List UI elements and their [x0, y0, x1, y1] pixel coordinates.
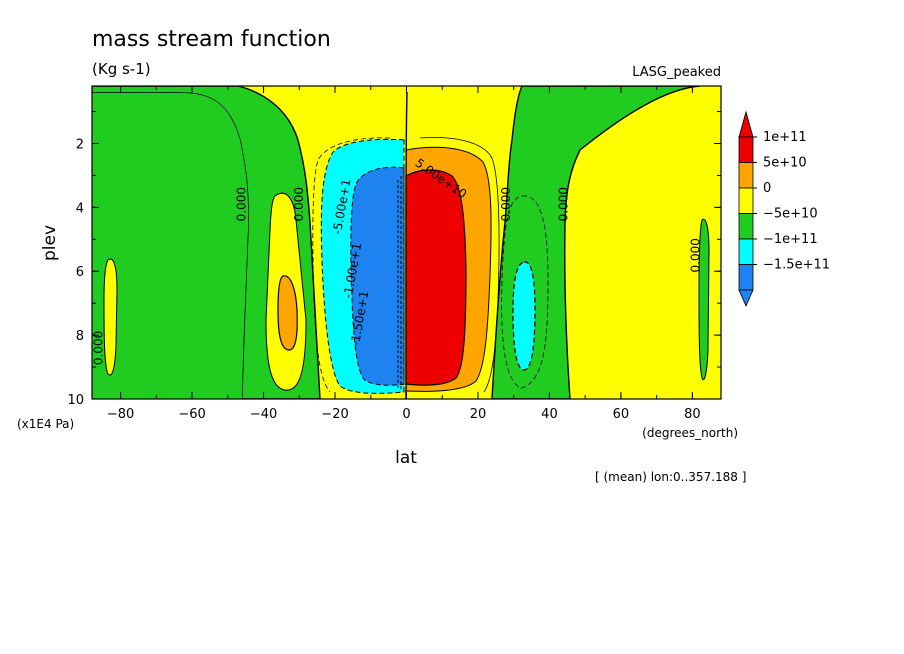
contour-line-north-outer	[419, 137, 500, 393]
x-tick-label: 80	[684, 407, 701, 422]
x-tick-label: −80	[107, 407, 134, 422]
dataset-label: LASG_peaked	[632, 65, 721, 80]
contour-line-south-outer	[312, 137, 391, 393]
colorbar-swatch	[738, 162, 754, 189]
contour-label: 0.000	[689, 238, 703, 272]
colorbar-swatch	[738, 264, 754, 291]
y-tick-label: 6	[76, 265, 84, 280]
y-axis-units: (x1E4 Pa)	[17, 417, 74, 431]
chart-units: (Kg s-1)	[92, 60, 151, 78]
contour-label: 0.000	[499, 187, 513, 221]
contour-label: 0.000	[92, 331, 106, 365]
x-axis-units: (degrees_north)	[642, 426, 738, 440]
region-green-north	[491, 86, 701, 399]
colorbar-swatch	[738, 238, 754, 265]
y-tick-label: 2	[76, 137, 84, 152]
x-axis-label: lat	[395, 448, 417, 468]
region-red-north	[405, 169, 467, 386]
x-tick-label: −60	[178, 407, 205, 422]
footnote: [ (mean) lon:0..357.188 ]	[595, 470, 746, 484]
colorbar-label: 0	[763, 181, 771, 196]
colorbar-swatch	[738, 187, 754, 214]
colorbar: 1e+11 5e+10 0 −5e+10 −1e+11 −1.5e+11	[738, 110, 830, 307]
region-yellow-island-far-south	[103, 258, 118, 376]
equatorial-zero-line	[405, 91, 408, 399]
y-tick-label: 10	[67, 393, 84, 408]
colorbar-label: −1.5e+11	[763, 258, 830, 273]
x-tick-label: 60	[613, 407, 630, 422]
region-green-south-low	[92, 93, 249, 399]
y-tick-label: 8	[76, 329, 84, 344]
colorbar-label: −1e+11	[763, 232, 818, 247]
x-tick-label: 0	[402, 407, 410, 422]
y-axis-label: plev	[40, 225, 60, 261]
x-tick-label: −20	[321, 407, 348, 422]
y-tick-label: 4	[76, 201, 84, 216]
contour-label: 0.000	[235, 187, 249, 221]
region-orange-south	[277, 275, 298, 351]
chart-title: mass stream function	[92, 27, 331, 52]
y-axis: 2 4 6 8 10	[67, 111, 721, 408]
equatorial-contours	[397, 172, 405, 392]
colorbar-swatch	[738, 213, 754, 240]
region-green-strip-north	[698, 218, 710, 381]
contour-label: 0.000	[556, 187, 570, 221]
contour-line-north-dashed	[501, 195, 549, 389]
colorbar-label: 1e+11	[763, 130, 807, 145]
x-tick-label: 20	[470, 407, 487, 422]
x-tick-label: −40	[250, 407, 277, 422]
region-blue-south	[350, 166, 405, 386]
contour-field	[92, 86, 721, 399]
x-axis: −80 −60 −40 −20 0 20 40 60 80	[107, 86, 701, 422]
contour-label: 0.000	[292, 187, 306, 221]
colorbar-label: −5e+10	[763, 207, 818, 222]
colorbar-arrow-top	[738, 110, 754, 138]
region-cyan-north	[512, 261, 536, 371]
x-tick-label: 40	[541, 407, 558, 422]
colorbar-swatch	[738, 136, 754, 163]
colorbar-label: 5e+10	[763, 156, 807, 171]
colorbar-arrow-bottom	[738, 289, 754, 307]
